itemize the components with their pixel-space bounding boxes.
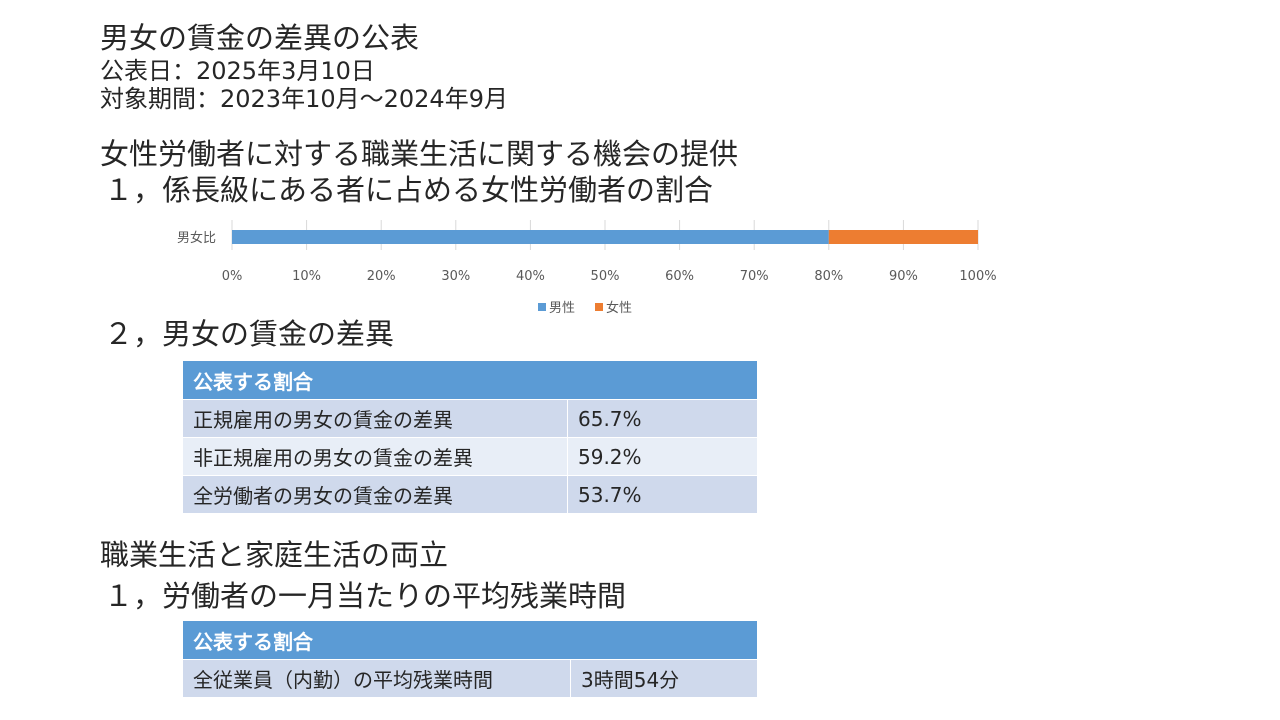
published-date: 公表日：2025年3月10日 xyxy=(100,57,375,85)
page-title: 男女の賃金の差異の公表 xyxy=(100,21,420,55)
row-value: 3時間54分 xyxy=(570,659,758,698)
chart-tick-label: 60% xyxy=(665,269,694,284)
row-value: 59.2% xyxy=(567,437,758,476)
table-row: 全従業員（内勤）の平均残業時間 3時間54分 xyxy=(182,659,758,698)
legend-swatch xyxy=(595,303,603,311)
row-label: 非正規雇用の男女の賃金の差異 xyxy=(182,437,568,476)
chart-category-labels: 男女比 xyxy=(177,230,216,246)
gender-ratio-chart: 0% 10% 20% 30% 40% 50% 60% 70% 80% 90% 100% 男女比 男性… xyxy=(177,220,997,316)
row-label: 全従業員（内勤）の平均残業時間 xyxy=(182,659,571,698)
overtime-table: 公表する割合 全従業員（内勤）の平均残業時間 3時間54分 xyxy=(182,620,758,698)
chart-tick-label: 90% xyxy=(889,269,918,284)
legend-label: 女性 xyxy=(606,300,632,316)
chart-bars xyxy=(232,230,978,244)
table-row: 全労働者の男女の賃金の差異 53.7% xyxy=(182,475,758,514)
chart-tick-label: 100% xyxy=(959,269,996,284)
chart-bar-segment-女性 xyxy=(828,230,978,244)
table-row: 正規雇用の男女の賃金の差異 65.7% xyxy=(182,399,758,438)
chart-legend: 男性 女性 xyxy=(538,300,632,316)
item-heading-wage-gap: ２，男女の賃金の差異 xyxy=(104,317,395,351)
chart-tick-label: 40% xyxy=(516,269,545,284)
table-header: 公表する割合 xyxy=(182,620,758,660)
legend-swatch xyxy=(538,303,546,311)
chart-tick-label: 10% xyxy=(292,269,321,284)
item-heading-overtime: １，労働者の一月当たりの平均残業時間 xyxy=(104,579,627,613)
section-heading-opportunity: 女性労働者に対する職業生活に関する機会の提供 xyxy=(100,137,739,171)
chart-tick-label: 70% xyxy=(740,269,769,284)
row-value: 65.7% xyxy=(567,399,758,438)
row-label: 全労働者の男女の賃金の差異 xyxy=(182,475,568,514)
row-label: 正規雇用の男女の賃金の差異 xyxy=(182,399,568,438)
chart-tick-label: 80% xyxy=(814,269,843,284)
legend-label: 男性 xyxy=(549,301,575,316)
chart-tick-label: 20% xyxy=(367,269,396,284)
chart-bar-segment-男性 xyxy=(232,230,829,244)
table-row: 非正規雇用の男女の賃金の差異 59.2% xyxy=(182,437,758,476)
target-period: 対象期間：2023年10月〜2024年9月 xyxy=(100,85,508,113)
chart-tick-label: 50% xyxy=(591,269,620,284)
item-heading-female-ratio: １，係長級にある者に占める女性労働者の割合 xyxy=(104,173,714,207)
wage-gap-table: 公表する割合 正規雇用の男女の賃金の差異 65.7% 非正規雇用の男女の賃金の差… xyxy=(182,360,758,514)
table-header: 公表する割合 xyxy=(182,360,758,400)
chart-tick-labels: 0% 10% 20% 30% 40% 50% 60% 70% 80% 90% 100% xyxy=(222,269,997,284)
section-heading-work-life: 職業生活と家庭生活の両立 xyxy=(100,538,449,572)
row-value: 53.7% xyxy=(567,475,758,514)
chart-tick-label: 30% xyxy=(441,269,470,284)
chart-category-label: 男女比 xyxy=(177,230,216,246)
chart-tick-label: 0% xyxy=(222,269,243,284)
